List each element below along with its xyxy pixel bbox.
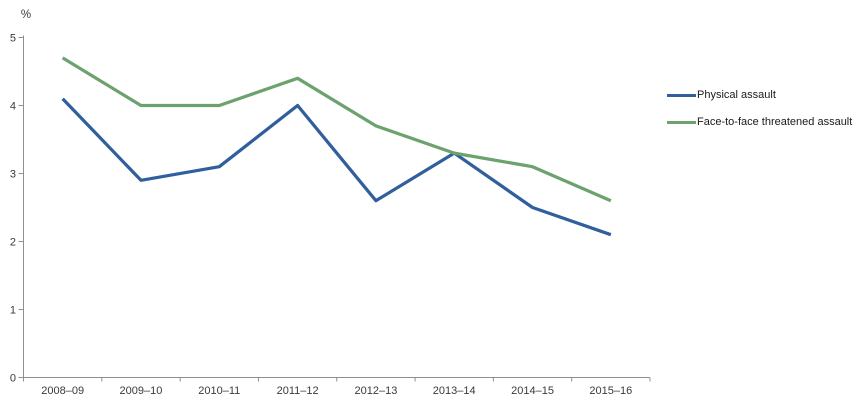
y-tick-label: 1 [10, 305, 16, 317]
y-tick-label: 4 [10, 101, 16, 113]
x-tick-label: 2010–11 [198, 385, 240, 397]
y-tick-label: 0 [10, 373, 16, 385]
x-tick-label: 2015–16 [589, 385, 632, 397]
x-tick-label: 2013–14 [433, 385, 476, 397]
y-tick-label: 2 [10, 237, 16, 249]
legend-label-physical-assault: Physical assault [697, 89, 776, 101]
legend-swatch-physical-assault [667, 93, 696, 97]
y-axis-unit-label: % [20, 9, 32, 21]
y-tick-label: 3 [10, 169, 16, 181]
legend-item-threatened-assault: Face-to-face threatened assault [667, 115, 852, 129]
x-tick-label: 2011–12 [277, 385, 319, 397]
x-tick-label: 2014–15 [511, 385, 554, 397]
series-line-face-to-face-threatened-assault [61, 56, 612, 203]
legend-swatch-threatened-assault [667, 120, 696, 124]
x-tick-label: 2012–13 [354, 385, 397, 397]
legend-label-threatened-assault: Face-to-face threatened assault [697, 116, 853, 128]
y-tick-label: 5 [10, 33, 16, 45]
x-tick-label: 2008–09 [41, 385, 84, 397]
legend: Physical assault Face-to-face threatened… [667, 88, 852, 142]
legend-item-physical-assault: Physical assault [667, 88, 852, 102]
series-line-physical-assault [61, 97, 612, 237]
x-tick-label: 2009–10 [120, 385, 163, 397]
